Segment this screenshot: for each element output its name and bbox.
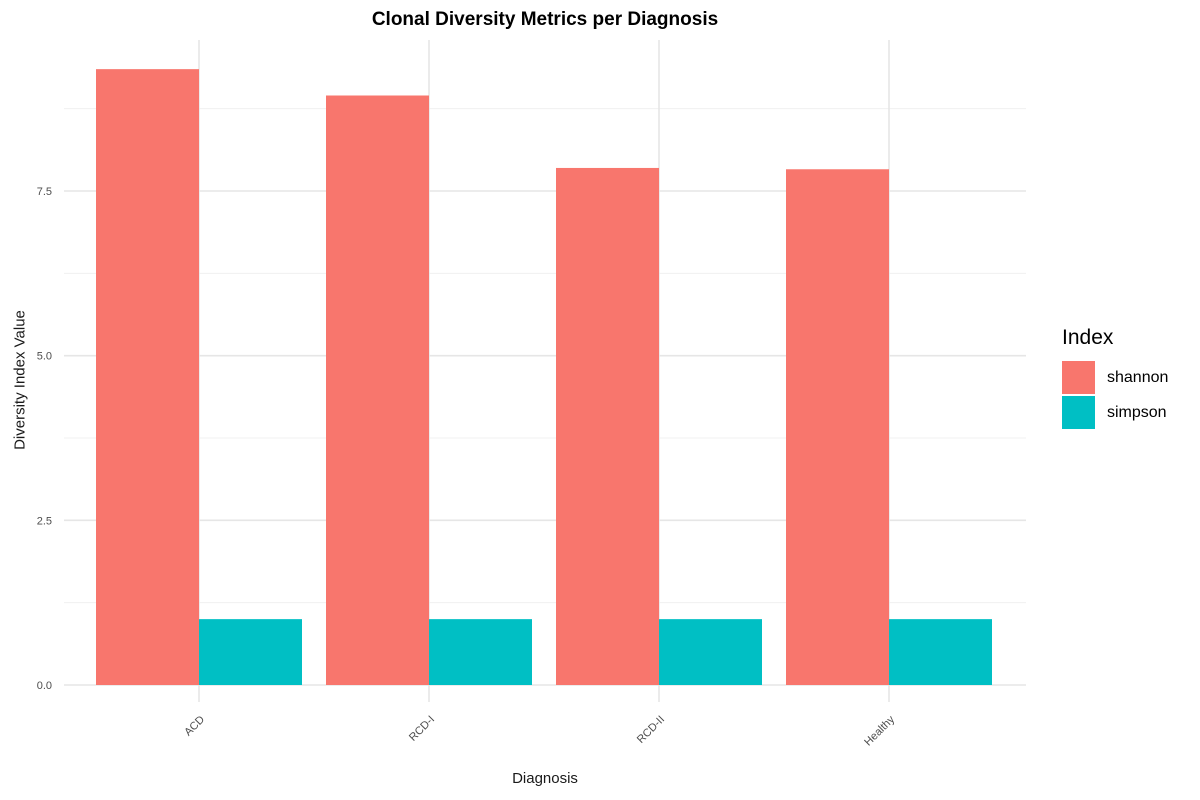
bar-shannon-rcd-ii bbox=[556, 167, 659, 686]
bar-simpson-rcd-i bbox=[429, 619, 532, 685]
legend-swatch-simpson bbox=[1062, 396, 1095, 429]
legend: Index shannon simpson bbox=[1062, 326, 1168, 430]
x-tick-label: ACD bbox=[182, 714, 207, 739]
bar-simpson-acd bbox=[199, 619, 302, 685]
y-tick-label: 5.0 bbox=[37, 351, 52, 363]
y-tick-label: 0.0 bbox=[37, 680, 52, 692]
y-tick-label: 7.5 bbox=[37, 186, 52, 198]
legend-item-simpson: simpson bbox=[1062, 395, 1168, 430]
x-tick-label: RCD-I bbox=[407, 714, 437, 744]
y-axis-label: Diversity Index Value bbox=[11, 310, 29, 450]
x-tick-label: RCD-II bbox=[635, 714, 667, 746]
bar-simpson-rcd-ii bbox=[659, 619, 762, 685]
legend-label-simpson: simpson bbox=[1107, 403, 1167, 421]
legend-label-shannon: shannon bbox=[1107, 368, 1169, 386]
chart-title: Clonal Diversity Metrics per Diagnosis bbox=[371, 9, 719, 30]
legend-item-shannon: shannon bbox=[1062, 360, 1168, 395]
bar-shannon-acd bbox=[96, 69, 199, 685]
legend-swatch-shannon bbox=[1062, 361, 1095, 394]
bar-simpson-healthy bbox=[889, 619, 992, 685]
y-tick-label: 2.5 bbox=[37, 515, 52, 527]
bar-shannon-rcd-i bbox=[326, 95, 429, 685]
x-tick-label: Healthy bbox=[862, 713, 897, 748]
x-axis-label: Diagnosis bbox=[512, 770, 578, 787]
legend-title: Index bbox=[1062, 326, 1114, 349]
bar-shannon-healthy bbox=[786, 169, 889, 685]
